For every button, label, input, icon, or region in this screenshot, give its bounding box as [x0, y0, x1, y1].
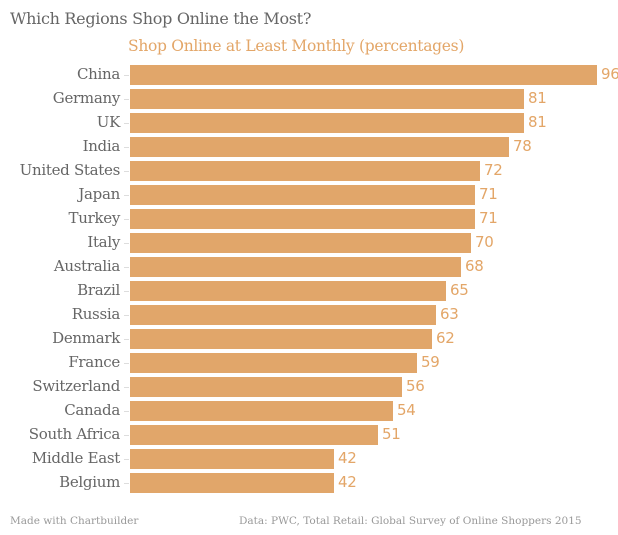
axis-tick	[124, 363, 129, 364]
category-label: UK	[96, 113, 121, 131]
bar	[130, 233, 471, 253]
chart-row: Denmark 62	[0, 327, 618, 351]
bar	[130, 353, 417, 373]
chart-row: Middle East 42	[0, 447, 618, 471]
category-label: India	[82, 137, 121, 155]
bar	[130, 377, 402, 397]
value-label: 96	[601, 65, 618, 83]
value-label: 51	[382, 425, 401, 443]
bar	[130, 329, 432, 349]
chart-row: Turkey 71	[0, 207, 618, 231]
axis-tick	[124, 315, 129, 316]
category-label: France	[68, 353, 120, 371]
axis-tick	[124, 435, 129, 436]
chart-row: Switzerland 56	[0, 375, 618, 399]
chart-row: Canada 54	[0, 399, 618, 423]
axis-tick	[124, 171, 129, 172]
bar	[130, 185, 475, 205]
bar	[130, 161, 480, 181]
category-label: Germany	[52, 89, 121, 107]
value-label: 63	[440, 305, 459, 323]
category-label: Australia	[53, 257, 120, 275]
value-label: 78	[513, 137, 532, 155]
axis-tick	[124, 411, 129, 412]
value-label: 54	[397, 401, 416, 419]
value-label: 81	[528, 113, 547, 131]
chart-subtitle: Shop Online at Least Monthly (percentage…	[128, 37, 465, 55]
axis-tick	[124, 243, 129, 244]
axis-tick	[124, 147, 129, 148]
category-label: South Africa	[28, 425, 121, 443]
bar	[130, 401, 393, 421]
value-label: 42	[338, 473, 357, 491]
bar	[130, 281, 446, 301]
category-label: Turkey	[68, 209, 121, 227]
chart-row: South Africa 51	[0, 423, 618, 447]
axis-tick	[124, 483, 129, 484]
chart-row: Belgium 42	[0, 471, 618, 495]
chart-row: Brazil 65	[0, 279, 618, 303]
bar	[130, 305, 436, 325]
bar	[130, 209, 475, 229]
bar	[130, 449, 334, 469]
category-label: China	[76, 65, 120, 83]
axis-tick	[124, 459, 129, 460]
bar	[130, 89, 524, 109]
category-label: Japan	[78, 185, 120, 203]
value-label: 65	[450, 281, 469, 299]
category-label: Switzerland	[32, 377, 120, 395]
value-label: 56	[406, 377, 425, 395]
value-label: 62	[436, 329, 455, 347]
bar	[130, 257, 461, 277]
category-label: Middle East	[31, 449, 120, 467]
category-label: Italy	[87, 233, 120, 251]
value-label: 59	[421, 353, 440, 371]
axis-tick	[124, 291, 129, 292]
value-label: 70	[475, 233, 494, 251]
bar-chart: China 96 Germany 81 UK 81 India 78 United States…	[0, 63, 618, 495]
credit-text: Made with Chartbuilder	[10, 515, 139, 527]
value-label: 42	[338, 449, 357, 467]
chart-row: Russia 63	[0, 303, 618, 327]
category-label: Denmark	[52, 329, 120, 347]
axis-tick	[124, 219, 129, 220]
axis-tick	[124, 75, 129, 76]
axis-tick	[124, 195, 129, 196]
value-label: 71	[479, 209, 498, 227]
chart-row: Australia 68	[0, 255, 618, 279]
axis-tick	[124, 339, 129, 340]
chart-row: Germany 81	[0, 87, 618, 111]
chart-row: China 96	[0, 63, 618, 87]
category-label: United States	[19, 161, 121, 179]
source-text: Data: PWC, Total Retail: Global Survey o…	[239, 515, 582, 527]
chart-row: United States 72	[0, 159, 618, 183]
value-label: 81	[528, 89, 547, 107]
axis-tick	[124, 123, 129, 124]
category-label: Canada	[64, 401, 120, 419]
bar	[130, 113, 524, 133]
bar	[130, 473, 334, 493]
axis-tick	[124, 267, 129, 268]
chart-row: Japan 71	[0, 183, 618, 207]
axis-tick	[124, 387, 129, 388]
category-label: Russia	[71, 305, 121, 323]
chart-row: India 78	[0, 135, 618, 159]
chart-title: Which Regions Shop Online the Most?	[10, 9, 312, 28]
chart-row: Italy 70	[0, 231, 618, 255]
category-label: Belgium	[59, 473, 120, 491]
value-label: 68	[465, 257, 484, 275]
chart-row: UK 81	[0, 111, 618, 135]
bar	[130, 425, 378, 445]
bar	[130, 137, 509, 157]
value-label: 71	[479, 185, 498, 203]
chart-row: France 59	[0, 351, 618, 375]
bar	[130, 65, 597, 85]
category-label: Brazil	[77, 281, 120, 299]
value-label: 72	[484, 161, 503, 179]
axis-tick	[124, 99, 129, 100]
